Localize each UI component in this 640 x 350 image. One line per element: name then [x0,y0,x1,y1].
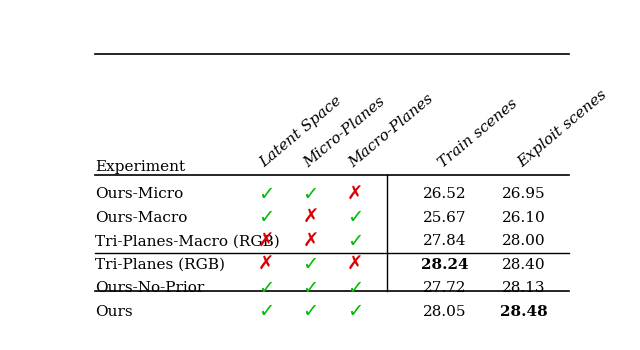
Text: 26.10: 26.10 [502,211,546,225]
Text: ✓: ✓ [303,255,319,274]
Text: ✓: ✓ [303,279,319,298]
Text: ✗: ✗ [347,255,364,274]
Text: ✗: ✗ [258,232,274,251]
Text: ✓: ✓ [347,279,364,298]
Text: 28.48: 28.48 [500,304,548,318]
Text: Macro-Planes: Macro-Planes [346,91,436,170]
Text: ✗: ✗ [347,185,364,204]
Text: 26.52: 26.52 [423,187,467,201]
Text: 27.84: 27.84 [423,234,467,248]
Text: 27.72: 27.72 [423,281,467,295]
Text: 26.95: 26.95 [502,187,546,201]
Text: Tri-Planes (RGB): Tri-Planes (RGB) [95,258,225,272]
Text: Experiment: Experiment [95,160,185,174]
Text: Ours: Ours [95,304,132,318]
Text: Tri-Planes-Macro (RGB): Tri-Planes-Macro (RGB) [95,234,280,248]
Text: 28.05: 28.05 [423,304,467,318]
Text: 28.24: 28.24 [420,258,468,272]
Text: 28.40: 28.40 [502,258,546,272]
Text: ✓: ✓ [258,302,274,321]
Text: ✓: ✓ [347,208,364,227]
Text: ✓: ✓ [347,232,364,251]
Text: ✓: ✓ [258,279,274,298]
Text: ✗: ✗ [303,208,319,227]
Text: 28.13: 28.13 [502,281,546,295]
Text: ✓: ✓ [258,185,274,204]
Text: ✗: ✗ [258,255,274,274]
Text: Ours-Macro: Ours-Macro [95,211,188,225]
Text: ✓: ✓ [347,302,364,321]
Text: Exploit scenes: Exploit scenes [515,88,609,170]
Text: Ours-No-Prior: Ours-No-Prior [95,281,204,295]
Text: 28.00: 28.00 [502,234,546,248]
Text: Train scenes: Train scenes [436,96,520,170]
Text: ✓: ✓ [258,208,274,227]
Text: ✓: ✓ [303,302,319,321]
Text: 25.67: 25.67 [423,211,467,225]
Text: Ours-Micro: Ours-Micro [95,187,183,201]
Text: Micro-Planes: Micro-Planes [301,94,388,170]
Text: ✗: ✗ [303,232,319,251]
Text: Latent Space: Latent Space [257,94,344,170]
Text: ✓: ✓ [303,185,319,204]
